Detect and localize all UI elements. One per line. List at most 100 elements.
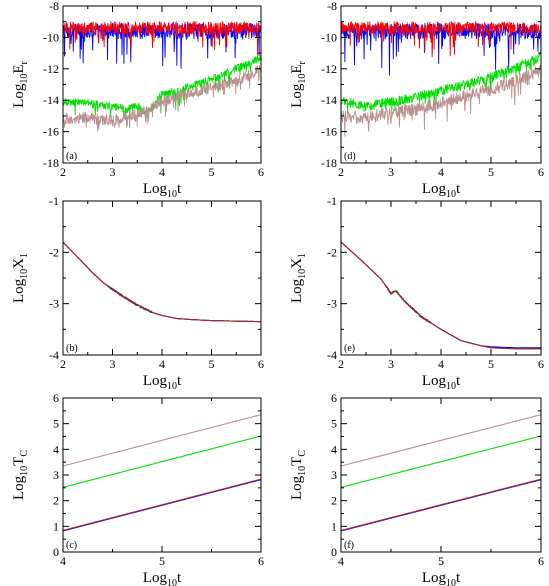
x-axis-label-base: Log [422,570,447,586]
y-tick-label-f: 2 [331,494,337,508]
y-axis-label-var-sub: C [297,450,308,457]
y-axis-label-base: Log [289,83,305,108]
y-tick-label-a: -16 [43,125,59,139]
x-tick-label-c: 6 [258,554,264,568]
x-axis-label-var: t [456,373,461,389]
y-axis-label-sub: 10 [19,269,30,279]
y-tick-label-f: 1 [331,519,337,533]
panel-label-d: (d) [344,151,356,162]
x-axis-label-var: t [177,373,182,389]
y-tick-label-e: -4 [327,348,337,362]
y-axis-label-base: Log [11,83,27,108]
y-tick-label-a: -10 [43,30,59,44]
series-line-d-2 [341,51,541,115]
x-axis-label-base: Log [143,373,168,389]
x-tick-label-b: 3 [110,357,116,371]
x-tick-label-e: 3 [388,357,394,371]
x-tick-label-a: 3 [110,165,116,179]
x-tick-label-f: 4 [338,554,344,568]
y-tick-label-f: 3 [331,468,337,482]
panel-label-c: (c) [66,540,77,551]
series-line-f-3 [341,478,541,531]
y-axis-label-var: E [11,65,27,74]
plot-area-f [341,414,541,532]
y-axis-label-var-sub: r [297,61,308,65]
x-axis-label-d: Log10t [422,181,461,200]
y-axis-label-f: Log10TC [289,450,308,500]
plot-area-c [63,414,261,532]
panel-label-e: (e) [344,343,355,354]
x-tick-label-a: 6 [258,165,264,179]
y-axis-label-b: Log10X1 [11,253,30,303]
x-tick-label-d: 6 [538,165,544,179]
x-tick-label-a: 2 [60,165,66,179]
x-axis-label-sub: 10 [446,189,456,200]
series-line-c-3 [63,478,261,531]
y-tick-label-e: -2 [327,245,337,259]
x-axis-label-sub: 10 [167,578,177,586]
y-axis-label-base: Log [11,278,27,303]
series-line-b-1 [63,241,261,323]
plot-area-d [341,21,541,137]
series-line-b-0 [63,241,261,323]
x-tick-label-e: 2 [338,357,344,371]
panel-label-a: (a) [66,151,77,162]
x-axis-label-b: Log10t [143,373,182,392]
y-tick-label-d: -12 [321,62,337,76]
x-axis-label-c: Log10t [143,570,182,586]
y-axis-label-base: Log [289,475,305,500]
x-tick-label-d: 5 [488,165,494,179]
y-tick-label-e: -3 [327,297,337,311]
y-tick-label-a: -8 [49,0,59,13]
x-tick-label-d: 3 [388,165,394,179]
x-tick-label-f: 6 [538,554,544,568]
x-axis-label-a: Log10t [143,181,182,200]
y-axis-label-d: Log10Er [289,61,308,108]
y-tick-label-d: -16 [321,125,337,139]
y-axis-label-sub: 10 [297,466,308,476]
x-axis-label-var: t [177,181,182,197]
y-axis-label-sub: 10 [19,74,30,84]
y-tick-label-e: -1 [327,194,337,208]
x-axis-label-var: t [456,570,461,586]
y-axis-label-a: Log10Er [11,61,30,108]
y-axis-label-sub: 10 [297,74,308,84]
plot-area-e [341,241,541,350]
axes-frame-e [340,200,542,356]
x-tick-label-b: 5 [209,357,215,371]
y-axis-label-var-sub: r [19,61,30,65]
y-tick-label-c: 4 [53,442,59,456]
x-axis-label-base: Log [422,373,447,389]
y-tick-label-b: -3 [49,297,59,311]
x-tick-label-b: 6 [258,357,264,371]
x-tick-label-e: 5 [488,357,494,371]
y-tick-label-f: 0 [331,545,337,559]
y-tick-label-b: -4 [49,348,59,362]
y-tick-label-f: 4 [331,442,337,456]
series-line-d-3 [341,64,541,137]
plot-area-b [63,241,261,323]
y-tick-label-f: 5 [331,417,337,431]
y-tick-label-d: -8 [327,0,337,13]
y-axis-label-var: X [11,258,27,269]
axes-frame-c [62,397,262,553]
series-line-f-0 [341,414,541,467]
x-axis-label-base: Log [143,570,168,586]
axes-frame-b [62,200,262,356]
series-line-b-2 [63,241,261,323]
y-tick-label-c: 5 [53,417,59,431]
y-tick-label-c: 2 [53,494,59,508]
series-line-e-0 [341,241,541,350]
x-tick-label-f: 5 [438,554,444,568]
y-tick-label-a: -18 [43,156,59,170]
series-line-a-2 [63,54,261,128]
x-axis-label-base: Log [422,181,447,197]
y-tick-label-c: 1 [53,519,59,533]
x-tick-label-a: 4 [159,165,165,179]
y-tick-label-a: -12 [43,62,59,76]
y-tick-label-f: 6 [331,391,337,405]
